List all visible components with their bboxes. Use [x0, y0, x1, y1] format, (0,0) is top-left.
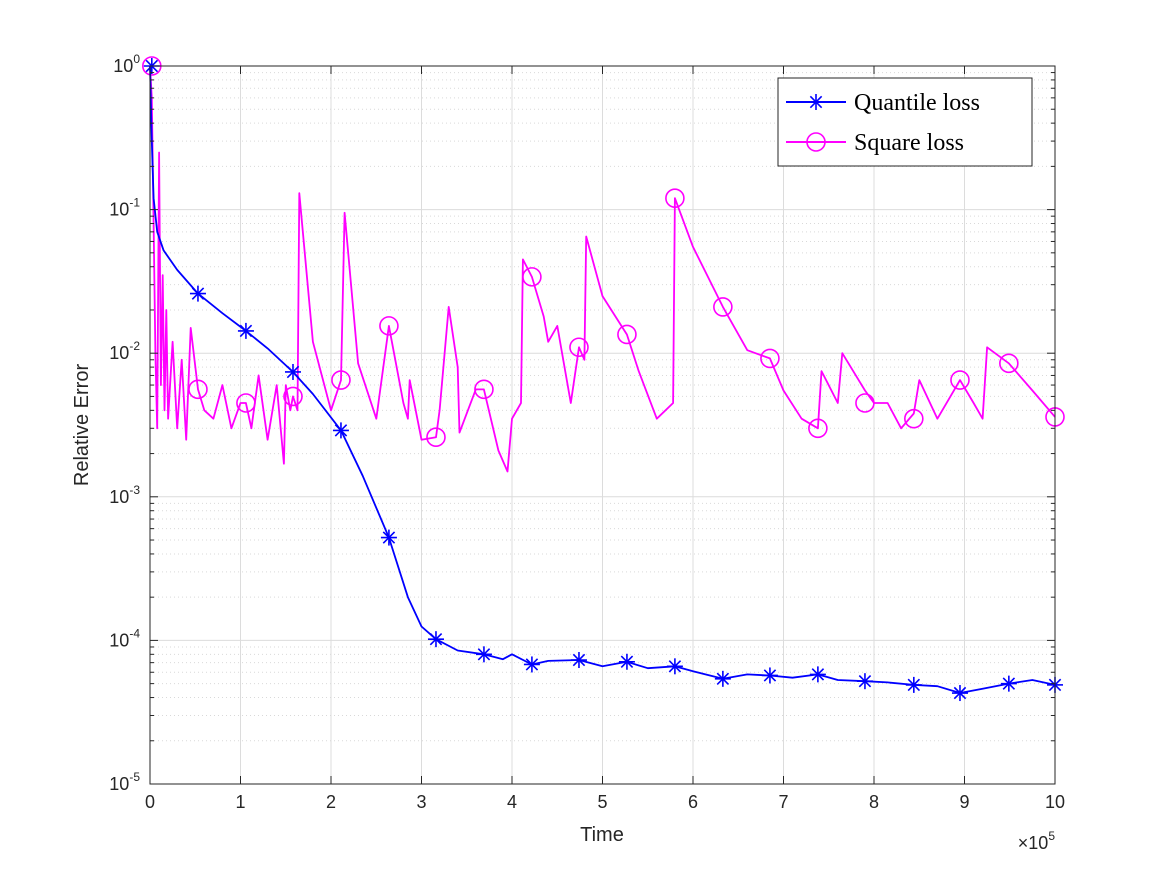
y-tick-label-exp: -5	[129, 770, 140, 784]
quantile-loss-marker	[951, 685, 968, 702]
legend: Quantile loss Square loss	[777, 77, 1033, 167]
x-tick-label: 4	[507, 792, 517, 812]
square-loss-marker	[950, 370, 970, 390]
x-tick-label: 5	[597, 792, 607, 812]
y-tick-label-base: 10	[109, 487, 129, 507]
y-tick-label-exp: -3	[129, 483, 140, 497]
grid	[150, 66, 1055, 784]
legend-quantile-asterisk	[808, 94, 824, 110]
y-tick-label-base: 10	[109, 343, 129, 363]
square-loss-marker	[331, 370, 351, 390]
y-tick-label: 10-5	[109, 770, 140, 794]
x-tick-label: 3	[416, 792, 426, 812]
legend-quantile-marker	[808, 94, 824, 110]
quantile-loss-marker	[905, 676, 922, 693]
quantile-loss-marker	[380, 529, 397, 546]
legend-square-marker	[806, 132, 826, 152]
square-loss-marker	[855, 393, 875, 413]
quantile-loss-marker	[570, 652, 587, 669]
square-loss-line	[149, 65, 1056, 473]
quantile-loss-marker	[475, 646, 492, 663]
square-loss-marker	[379, 316, 399, 336]
quantile-loss-marker	[714, 670, 731, 687]
x-multiplier-exp: 5	[1048, 829, 1055, 843]
x-tick-label: 2	[326, 792, 336, 812]
y-tick-label-base: 10	[109, 200, 129, 220]
quantile-loss-marker	[761, 667, 778, 684]
square-loss-marker	[426, 427, 446, 448]
quantile-loss-marker	[666, 658, 683, 675]
legend-quantile-label: Quantile loss	[854, 90, 980, 116]
y-tick-label-exp: -1	[129, 196, 140, 210]
square-loss-marker	[569, 337, 589, 358]
x-tick-label: 6	[688, 792, 698, 812]
y-tick-label: 10-4	[109, 626, 140, 650]
square-loss-marker	[808, 418, 828, 439]
x-tick-label: 9	[959, 792, 969, 812]
y-tick-label-base: 10	[109, 774, 129, 794]
quantile-loss-marker	[618, 653, 635, 670]
x-tick-label: 1	[235, 792, 245, 812]
x-tick-label: 7	[778, 792, 788, 812]
quantile-loss-marker	[284, 363, 301, 380]
quantile-loss-marker	[523, 656, 540, 673]
square-loss-marker	[474, 379, 494, 400]
x-tick-label: 10	[1045, 792, 1065, 812]
square-loss-marker	[188, 379, 208, 400]
legend-box	[777, 77, 1033, 167]
square-loss-marker	[617, 324, 637, 345]
square-loss-marker	[713, 297, 733, 317]
square-loss-marker	[904, 408, 924, 429]
square-loss-marker	[999, 353, 1019, 374]
quantile-loss-marker	[1000, 675, 1017, 692]
x-tick-label: 0	[145, 792, 155, 812]
x-multiplier: ×105	[1018, 829, 1056, 853]
quantile-loss-marker	[427, 631, 444, 648]
square-loss-marker	[665, 188, 685, 209]
x-axis-label: Time	[580, 824, 624, 846]
square-loss-marker	[522, 267, 542, 287]
quantile-loss-marker	[809, 666, 826, 683]
square-loss-marker	[236, 393, 256, 413]
legend-square-circle	[806, 132, 826, 152]
y-tick-label-exp: 0	[133, 52, 140, 66]
legend-square-label: Square loss	[854, 130, 964, 156]
square-loss-marker	[760, 348, 780, 369]
x-multiplier-base: ×10	[1018, 833, 1049, 853]
quantile-loss-marker	[189, 285, 206, 302]
y-tick-label-base: 10	[113, 56, 133, 76]
quantile-loss-marker	[237, 322, 254, 339]
quantile-loss-marker	[332, 422, 349, 439]
y-tick-label-base: 10	[109, 630, 129, 650]
square-loss-marker	[283, 386, 303, 407]
y-tick-label: 10-3	[109, 483, 140, 507]
y-tick-label: 10-1	[109, 196, 140, 220]
y-tick-label-exp: -4	[129, 626, 140, 640]
quantile-loss-marker	[856, 673, 873, 690]
x-tick-label: 8	[869, 792, 879, 812]
y-tick-label: 10-2	[109, 339, 140, 363]
y-axis-label: Relative Error	[71, 364, 93, 487]
y-tick-label-exp: -2	[129, 339, 140, 353]
y-tick-label: 100	[113, 52, 140, 76]
